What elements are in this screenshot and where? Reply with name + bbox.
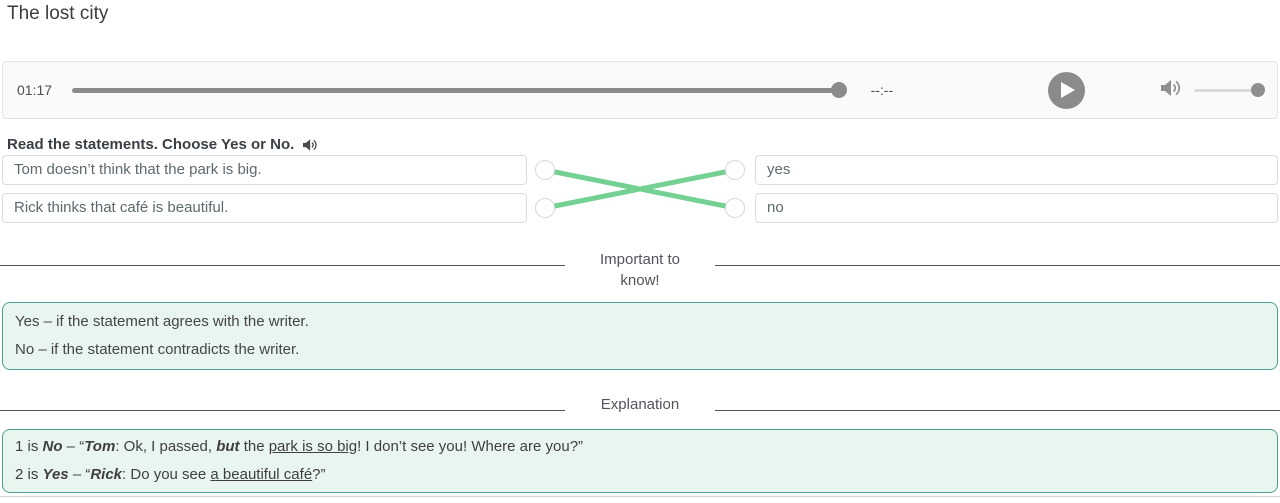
option-yes: yes (755, 155, 1278, 185)
divider-line (0, 265, 565, 266)
match-node-right-yes[interactable] (725, 160, 745, 180)
divider-line (0, 410, 565, 411)
volume-thumb[interactable] (1251, 83, 1266, 97)
play-button[interactable] (1048, 71, 1086, 109)
duration: --:-- (870, 82, 894, 98)
volume-slider[interactable] (1194, 83, 1266, 97)
volume-track (1194, 89, 1263, 92)
explanation-line-2: 2 is Yes – “Rick: Do you see a beautiful… (15, 466, 326, 483)
option-no: no (755, 193, 1278, 223)
current-time: 01:17 (17, 82, 53, 98)
progress-thumb[interactable] (830, 82, 847, 98)
statement-1: Tom doesn’t think that the park is big. (2, 155, 527, 185)
progress-fill (72, 88, 839, 93)
rule-no: No – if the statement contradicts the wr… (15, 341, 300, 358)
important-divider: Important to know! (0, 249, 1280, 291)
explanation-divider: Explanation (0, 394, 1280, 415)
match-node-left-1[interactable] (535, 160, 555, 180)
important-box: Yes – if the statement agrees with the w… (2, 302, 1278, 370)
task-instruction: Read the statements. Choose Yes or No. (7, 136, 1280, 153)
explanation-box: 1 is No – “Tom: Ok, I passed, but the pa… (2, 429, 1278, 493)
instruction-text: Read the statements. Choose Yes or No. (7, 136, 295, 153)
explanation-line-1: 1 is No – “Tom: Ok, I passed, but the pa… (15, 438, 584, 455)
explanation-heading: Explanation (600, 396, 680, 413)
rule-yes: Yes – if the statement agrees with the w… (15, 313, 309, 330)
speaker-waves-icon[interactable] (303, 138, 318, 152)
bottom-divider-line (0, 496, 1280, 497)
statement-2: Rick thinks that café is beautiful. (2, 193, 527, 223)
page-title: The lost city (7, 3, 109, 24)
match-node-right-no[interactable] (725, 198, 745, 218)
match-node-left-2[interactable] (535, 198, 555, 218)
play-triangle-icon (1061, 82, 1076, 98)
matching-exercise: Tom doesn’t think that the park is big. … (0, 155, 1280, 223)
important-heading: Important to know! (599, 251, 681, 289)
match-lines (544, 167, 736, 211)
progress-bar[interactable] (72, 82, 855, 98)
divider-line (715, 265, 1280, 266)
divider-line (715, 410, 1280, 411)
audio-player: 01:17 --:-- (2, 61, 1278, 119)
volume-icon[interactable] (1161, 79, 1182, 102)
